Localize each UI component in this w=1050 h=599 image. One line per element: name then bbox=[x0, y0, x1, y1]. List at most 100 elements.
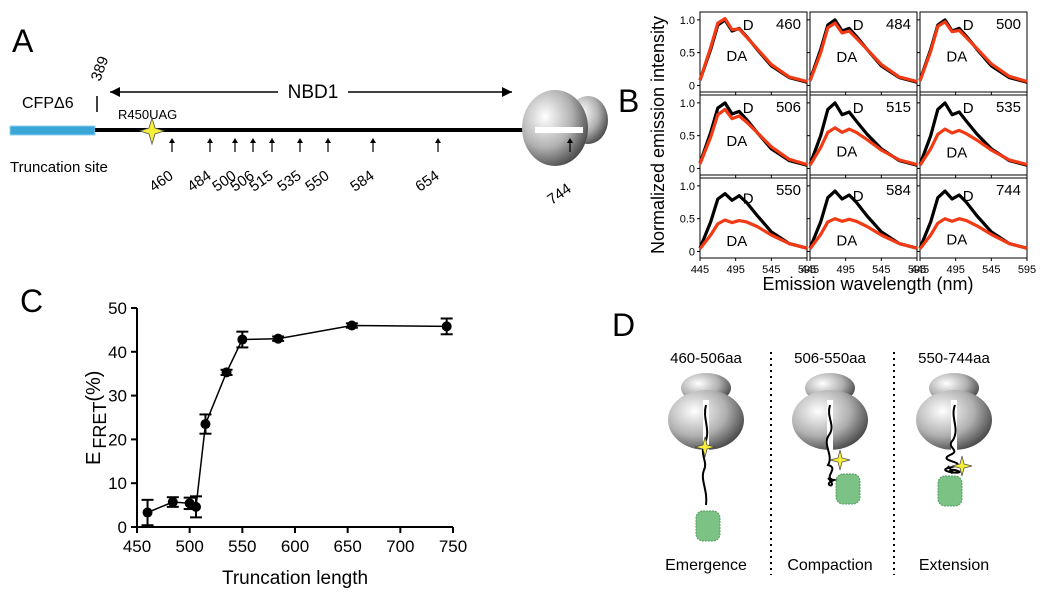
data-point bbox=[142, 507, 153, 518]
data-point bbox=[346, 320, 357, 331]
site-arrow-head bbox=[250, 138, 256, 143]
spectrum-line bbox=[808, 217, 918, 250]
panel-letter: C bbox=[20, 283, 43, 319]
x-tick-label: 545 bbox=[872, 264, 890, 276]
data-point bbox=[167, 497, 178, 508]
panel-letter: B bbox=[618, 83, 639, 119]
spectrum-line bbox=[698, 192, 808, 250]
spectrum-line bbox=[918, 20, 1028, 84]
x-tick-label: 495 bbox=[836, 264, 854, 276]
spectrum-line bbox=[918, 127, 1028, 167]
site-label: 515 bbox=[246, 167, 276, 195]
stage-label: Extension bbox=[919, 557, 989, 574]
subplot-frame bbox=[699, 94, 808, 176]
spectrum-line bbox=[698, 107, 808, 167]
y-tick-label: 0 bbox=[689, 80, 695, 92]
x-axis-label: Emission wavelength (nm) bbox=[762, 274, 973, 294]
y-tick-label: 40 bbox=[108, 343, 127, 362]
x-tick-label: 595 bbox=[798, 264, 816, 276]
subplot-frame bbox=[809, 177, 918, 259]
series-label: DA bbox=[836, 143, 857, 160]
stage-label: Compaction bbox=[787, 557, 872, 574]
series-label: D bbox=[743, 17, 754, 34]
site-arrow-head bbox=[207, 138, 213, 143]
x-tick-label: 445 bbox=[801, 264, 819, 276]
site-label: 460 bbox=[146, 167, 176, 195]
y-label-unit: (%) bbox=[83, 371, 105, 402]
panel-title: 484 bbox=[886, 16, 911, 33]
spectrum-line bbox=[808, 21, 918, 84]
y-tick-label: 0 bbox=[118, 518, 127, 537]
site-arrow-head bbox=[325, 138, 331, 143]
panel-title: 535 bbox=[996, 99, 1021, 116]
series-label: DA bbox=[836, 232, 857, 249]
series-label: DA bbox=[726, 48, 747, 65]
data-point bbox=[273, 333, 284, 344]
data-line bbox=[147, 324, 447, 514]
series-label: DA bbox=[946, 49, 967, 66]
site-arrow-head bbox=[269, 138, 275, 143]
start-label: 389 bbox=[88, 54, 113, 83]
tunnel bbox=[951, 400, 957, 452]
subplot-frame bbox=[809, 11, 918, 93]
cfp-bar bbox=[9, 125, 96, 136]
series-label: D bbox=[853, 17, 864, 34]
site-arrow-head bbox=[435, 138, 441, 143]
tunnel bbox=[827, 400, 833, 452]
stage-label: Emergence bbox=[665, 557, 747, 574]
data-point bbox=[221, 367, 232, 378]
site-arrow-head bbox=[297, 138, 303, 143]
data-point bbox=[200, 419, 211, 430]
panel-title: 584 bbox=[886, 182, 911, 199]
panel-letter: A bbox=[12, 23, 34, 59]
x-axis-label: Truncation length bbox=[222, 568, 368, 589]
series-label: D bbox=[853, 188, 864, 205]
y-label-sub: FRET bbox=[90, 402, 110, 449]
x-tick-label: 495 bbox=[946, 264, 964, 276]
panel-letter: D bbox=[612, 307, 635, 343]
y-axis-label: Normalized emission intensity bbox=[648, 16, 668, 254]
gfp bbox=[835, 473, 861, 505]
spectrum-line bbox=[698, 218, 808, 250]
series-label: D bbox=[963, 17, 974, 34]
panel-title: 550 bbox=[776, 182, 801, 199]
x-tick-label: 450 bbox=[123, 537, 151, 556]
x-tick-label: 595 bbox=[1018, 264, 1036, 276]
x-tick-label: 650 bbox=[333, 537, 361, 556]
site-arrow-head bbox=[169, 138, 175, 143]
stage-range: 460-506aa bbox=[670, 350, 742, 367]
y-tick-label: 1.0 bbox=[680, 181, 695, 193]
star bbox=[951, 455, 973, 477]
site-arrow-head bbox=[232, 138, 238, 143]
domain-label: NBD1 bbox=[288, 82, 339, 103]
y-tick-label: 1.0 bbox=[680, 98, 695, 110]
tunnel bbox=[535, 127, 583, 133]
site-label: 584 bbox=[347, 167, 377, 195]
chain bbox=[825, 404, 838, 487]
subplot-frame bbox=[919, 94, 1028, 176]
chain bbox=[944, 404, 961, 474]
site-arrow-head bbox=[370, 138, 376, 143]
data-point bbox=[441, 321, 452, 332]
x-tick-label: 495 bbox=[726, 264, 744, 276]
x-tick-label: 445 bbox=[691, 264, 709, 276]
panel-title: 506 bbox=[776, 99, 801, 116]
x-tick-label: 700 bbox=[386, 537, 414, 556]
spectrum-line bbox=[808, 189, 918, 250]
y-tick-label: 50 bbox=[108, 299, 127, 318]
x-tick-label: 545 bbox=[762, 264, 780, 276]
subplot-frame bbox=[699, 177, 808, 259]
y-tick-label: 30 bbox=[108, 387, 127, 406]
subplot-frame bbox=[919, 11, 1028, 93]
site-caption: Truncation site bbox=[10, 159, 108, 176]
y-tick-label: 1.0 bbox=[680, 15, 695, 27]
subplot-frame bbox=[699, 11, 808, 93]
site-label: 550 bbox=[302, 167, 332, 195]
spectrum-line bbox=[808, 126, 918, 167]
series-label: DA bbox=[836, 49, 857, 66]
x-tick-label: 500 bbox=[175, 537, 203, 556]
y-tick-label: 20 bbox=[108, 430, 127, 449]
chain bbox=[701, 404, 709, 506]
panel-title: 744 bbox=[996, 182, 1021, 199]
